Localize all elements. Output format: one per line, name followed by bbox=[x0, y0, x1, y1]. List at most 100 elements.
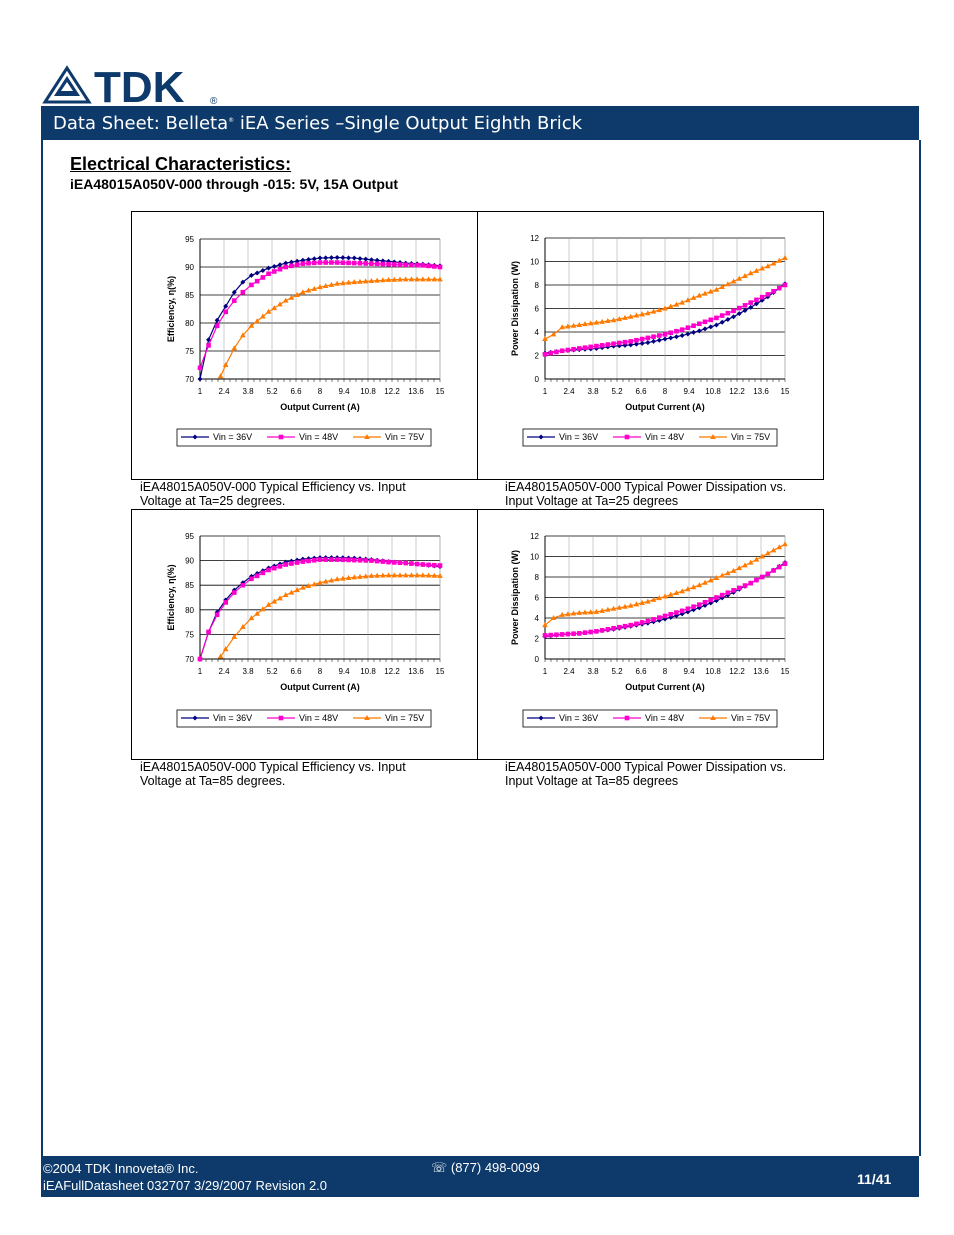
point-square bbox=[765, 571, 771, 577]
point-triangle bbox=[713, 575, 720, 581]
point-square bbox=[542, 352, 548, 357]
point-triangle bbox=[645, 598, 651, 604]
point-triangle bbox=[222, 362, 229, 367]
point-square bbox=[565, 631, 571, 637]
series-2 bbox=[542, 254, 788, 342]
point-square bbox=[605, 626, 611, 632]
point-diamond bbox=[368, 257, 374, 263]
x-axis-label: Output Current (A) bbox=[280, 682, 359, 692]
point-square bbox=[223, 600, 229, 605]
point-triangle bbox=[690, 584, 697, 590]
point-square bbox=[656, 333, 662, 338]
x-tick-label: 3.8 bbox=[242, 667, 254, 676]
point-square bbox=[554, 632, 559, 638]
point-diamond bbox=[223, 303, 229, 309]
y-tick-label: 0 bbox=[535, 655, 540, 664]
series-1 bbox=[197, 557, 443, 662]
point-square bbox=[542, 633, 548, 638]
y-tick-label: 8 bbox=[535, 281, 540, 290]
point-diamond bbox=[538, 715, 544, 721]
x-tick-label: 3.8 bbox=[587, 667, 599, 676]
point-triangle bbox=[357, 573, 363, 579]
point-diamond bbox=[317, 255, 323, 261]
point-triangle bbox=[282, 297, 289, 303]
point-square bbox=[725, 590, 731, 596]
point-triangle bbox=[673, 590, 680, 596]
point-square bbox=[300, 261, 306, 266]
point-triangle bbox=[322, 283, 329, 289]
point-diamond bbox=[323, 255, 329, 261]
point-square bbox=[731, 308, 736, 314]
point-triangle bbox=[385, 572, 392, 578]
legend-label: Vin = 36V bbox=[559, 713, 598, 723]
point-square bbox=[765, 292, 771, 297]
point-triangle bbox=[431, 572, 438, 578]
legend: Vin = 36V Vin = 48V Vin = 75V bbox=[176, 428, 432, 447]
point-diamond bbox=[260, 268, 266, 274]
point-triangle bbox=[271, 598, 278, 604]
point-triangle bbox=[570, 322, 577, 328]
x-tick-label: 6.6 bbox=[290, 667, 302, 676]
point-diamond bbox=[702, 326, 708, 332]
point-square bbox=[363, 558, 369, 563]
point-triangle bbox=[300, 289, 306, 295]
point-triangle bbox=[696, 292, 703, 298]
logo-registered: ® bbox=[210, 96, 218, 106]
point-triangle bbox=[260, 606, 266, 612]
y-tick-label: 6 bbox=[535, 305, 540, 314]
point-triangle bbox=[759, 553, 765, 559]
point-triangle bbox=[351, 279, 358, 285]
point-square bbox=[414, 262, 420, 268]
point-square bbox=[409, 561, 414, 566]
point-triangle bbox=[662, 593, 668, 599]
point-square bbox=[674, 328, 679, 334]
point-diamond bbox=[645, 340, 651, 346]
point-triangle bbox=[305, 583, 312, 589]
point-square bbox=[719, 313, 725, 318]
x-tick-label: 3.8 bbox=[242, 387, 254, 396]
point-diamond bbox=[708, 324, 714, 330]
point-square bbox=[409, 262, 414, 268]
legend-label: Vin = 48V bbox=[645, 713, 684, 723]
point-square bbox=[662, 613, 668, 619]
point-square bbox=[662, 332, 668, 337]
point-triangle bbox=[599, 607, 605, 613]
point-triangle bbox=[402, 572, 409, 578]
point-square bbox=[622, 339, 628, 345]
x-tick-label: 15 bbox=[436, 387, 445, 396]
x-tick-label: 1 bbox=[543, 387, 548, 396]
point-square bbox=[708, 317, 714, 323]
legend: Vin = 36V Vin = 48V Vin = 75V bbox=[522, 709, 778, 728]
point-triangle bbox=[747, 270, 754, 276]
point-square bbox=[437, 264, 443, 270]
point-triangle bbox=[305, 287, 312, 293]
point-triangle bbox=[616, 316, 623, 322]
point-diamond bbox=[662, 336, 668, 342]
point-diamond bbox=[685, 331, 691, 337]
point-diamond bbox=[725, 316, 731, 322]
point-triangle bbox=[662, 305, 668, 311]
point-triangle bbox=[420, 572, 426, 578]
point-square bbox=[668, 330, 674, 336]
point-square bbox=[754, 577, 759, 583]
point-diamond bbox=[328, 255, 334, 261]
point-square bbox=[548, 350, 554, 356]
point-diamond bbox=[651, 619, 657, 625]
point-square bbox=[334, 557, 340, 562]
point-square bbox=[260, 570, 266, 576]
point-triangle bbox=[431, 276, 438, 282]
point-diamond bbox=[192, 434, 198, 440]
legend-label: Vin = 36V bbox=[213, 432, 252, 442]
y-tick-label: 12 bbox=[530, 234, 539, 243]
point-square bbox=[223, 309, 229, 315]
point-square bbox=[278, 434, 284, 440]
point-diamond bbox=[753, 301, 759, 307]
point-triangle bbox=[593, 608, 600, 614]
point-triangle bbox=[650, 308, 657, 314]
point-diamond bbox=[538, 434, 544, 440]
point-square bbox=[571, 631, 576, 637]
point-diamond bbox=[300, 556, 306, 562]
point-square bbox=[369, 558, 374, 563]
x-tick-label: 2.4 bbox=[218, 387, 230, 396]
point-triangle bbox=[570, 610, 577, 616]
